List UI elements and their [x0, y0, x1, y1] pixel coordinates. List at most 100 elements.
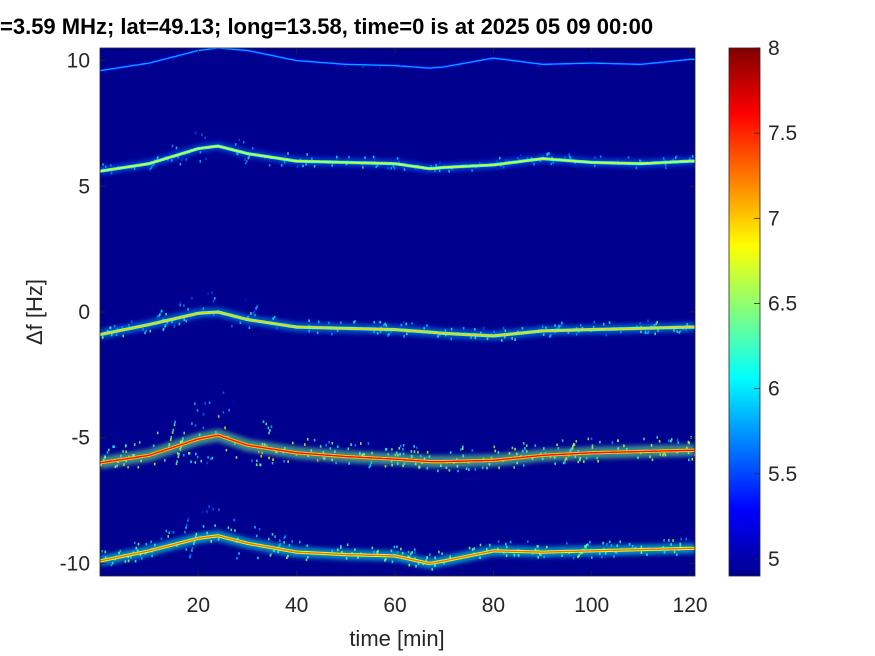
speckle [175, 146, 178, 150]
speckle [122, 334, 124, 338]
colorbar-tick-label: 7.5 [768, 122, 797, 145]
chart-title: =3.59 MHz; lat=49.13; long=13.58, time=0… [0, 14, 654, 39]
speckle [211, 456, 214, 460]
speckle [393, 167, 396, 170]
speckle [244, 298, 247, 301]
speckle [283, 460, 285, 463]
speckle [405, 322, 408, 326]
speckle [252, 147, 254, 150]
speckle [185, 524, 188, 527]
speckle [313, 165, 316, 168]
speckle [101, 549, 103, 553]
speckle [319, 445, 322, 448]
speckle [238, 138, 241, 142]
speckle [378, 320, 381, 324]
speckle [269, 429, 271, 432]
speckle [170, 436, 173, 439]
speckle [287, 554, 289, 558]
speckle [269, 554, 272, 557]
speckle [589, 540, 591, 544]
speckle [663, 539, 665, 542]
speckle [403, 335, 405, 338]
speckle [438, 550, 440, 554]
speckle [627, 156, 630, 159]
colorbar-tick-label: 5.5 [768, 463, 797, 486]
speckle [691, 155, 694, 158]
speckle [176, 460, 178, 463]
speckle [593, 320, 595, 324]
speckle [577, 555, 579, 559]
speckle [211, 507, 213, 511]
speckle [245, 161, 247, 165]
speckle [178, 453, 180, 456]
speckle [340, 544, 342, 548]
speckle [426, 450, 429, 454]
speckle [651, 458, 654, 462]
speckle [497, 540, 500, 543]
speckle [195, 452, 197, 456]
speckle [283, 536, 286, 540]
speckle [185, 526, 187, 529]
speckle [562, 322, 564, 325]
speckle [308, 319, 310, 322]
speckle [137, 542, 140, 546]
speckle [585, 543, 588, 547]
speckle [248, 326, 251, 329]
speckle [572, 556, 575, 560]
speckle [562, 461, 565, 465]
speckle [287, 152, 289, 155]
speckle [188, 452, 190, 455]
trace-core [100, 535, 695, 565]
speckle [201, 510, 204, 514]
speckle [140, 557, 143, 560]
speckle [265, 422, 267, 426]
speckle [335, 461, 337, 465]
speckle [222, 391, 225, 394]
speckle [364, 156, 366, 159]
speckle [548, 152, 551, 155]
speckle [367, 442, 370, 445]
speckle [255, 463, 258, 466]
speckle [685, 537, 687, 541]
speckle [678, 331, 681, 334]
speckle [179, 162, 182, 166]
speckle [222, 411, 225, 414]
speckle [187, 308, 189, 311]
speckle [524, 447, 526, 450]
speckle [189, 555, 191, 559]
speckle [272, 317, 274, 320]
speckle [242, 140, 245, 144]
speckle [194, 402, 196, 406]
speckle [207, 292, 209, 296]
speckle [522, 442, 525, 445]
speckle [271, 461, 274, 465]
speckle [605, 333, 608, 337]
speckle [224, 426, 226, 430]
speckle [413, 445, 415, 448]
speckle [208, 401, 211, 404]
speckle [384, 322, 386, 326]
speckle [514, 447, 516, 451]
speckle [560, 324, 562, 327]
speckle [173, 423, 176, 427]
speckle [543, 447, 545, 450]
speckle [196, 409, 199, 412]
x-tick-label: 100 [574, 594, 609, 617]
speckle [396, 545, 398, 549]
speckle [537, 556, 539, 559]
speckle [313, 438, 316, 442]
trace-4 [100, 391, 695, 473]
speckle [149, 168, 151, 171]
speckle [431, 568, 433, 571]
speckle [373, 320, 376, 324]
speckle [331, 442, 334, 445]
speckle [185, 548, 188, 551]
speckle [171, 431, 174, 434]
speckle [102, 163, 104, 166]
speckle [457, 469, 459, 473]
speckle [247, 156, 250, 160]
speckle [441, 552, 443, 555]
speckle [533, 162, 535, 166]
speckle [668, 439, 670, 442]
